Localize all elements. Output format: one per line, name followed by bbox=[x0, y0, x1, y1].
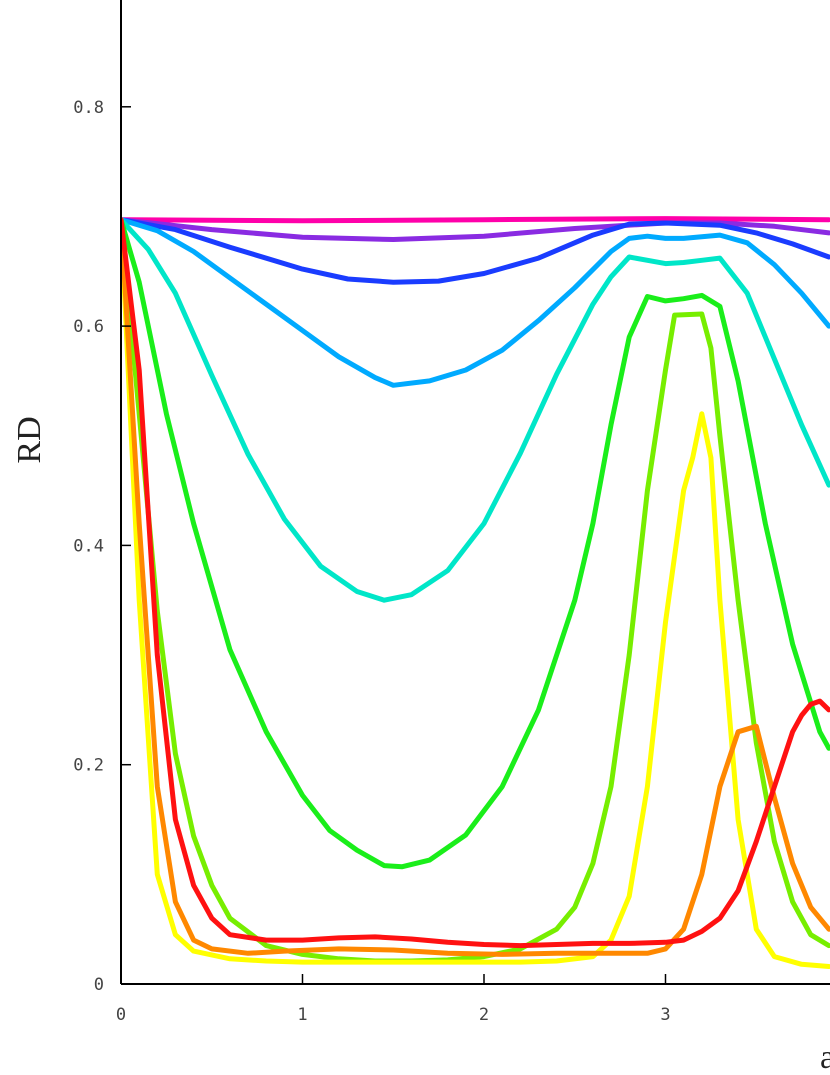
series-line-5 bbox=[121, 217, 830, 603]
series-line-9 bbox=[121, 217, 830, 957]
series-line-2 bbox=[121, 217, 830, 242]
y-tick-label: 0 bbox=[94, 975, 104, 995]
y-tick-label: 0.8 bbox=[73, 98, 104, 118]
axes: 0 0.2 0.4 0.6 0.8 0 1 2 3 bbox=[73, 0, 830, 1025]
x-axis-label: a bbox=[820, 1039, 830, 1075]
series-line-6 bbox=[121, 217, 830, 870]
series-line-10 bbox=[121, 217, 830, 949]
x-tick-label: 2 bbox=[479, 1005, 489, 1025]
series-group bbox=[121, 216, 830, 969]
y-axis-label: RD bbox=[11, 416, 48, 463]
series-line-8 bbox=[121, 217, 830, 969]
x-tick-label: 0 bbox=[116, 1005, 126, 1025]
series-line-7 bbox=[121, 217, 830, 964]
y-tick-label: 0.6 bbox=[73, 317, 104, 337]
series-line-1 bbox=[121, 216, 830, 224]
x-tick-label: 1 bbox=[297, 1005, 307, 1025]
series-line-3 bbox=[121, 217, 830, 285]
y-tick-label: 0.2 bbox=[73, 756, 104, 776]
x-tick-label: 3 bbox=[660, 1005, 670, 1025]
series-line-4 bbox=[121, 217, 830, 388]
y-tick-label: 0.4 bbox=[73, 536, 104, 556]
